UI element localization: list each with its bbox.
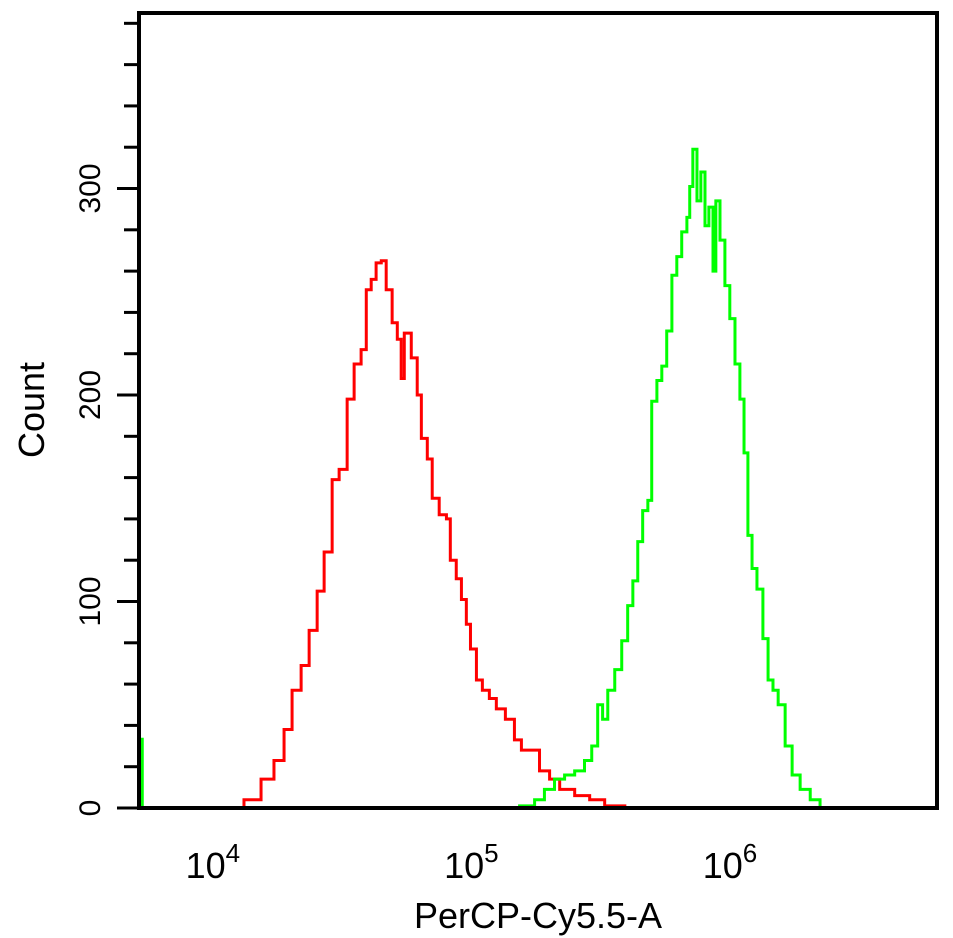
- series-layer: [140, 147, 822, 810]
- histogram-green: [507, 147, 822, 810]
- plot-frame: [137, 11, 939, 810]
- histogram-red: [230, 259, 627, 810]
- x-tick-label: 106: [703, 838, 758, 886]
- y-tick-label: 200: [74, 370, 107, 420]
- y-tick-label: 100: [74, 576, 107, 626]
- y-tick-label: 300: [74, 163, 107, 213]
- x-axis-ticks: 104 105 106: [186, 838, 758, 886]
- x-tick-label: 105: [444, 838, 499, 886]
- y-axis-ticks: 0 100 200 300: [74, 21, 139, 817]
- x-tick-label: 104: [186, 838, 241, 886]
- x-axis-label: PerCP-Cy5.5-A: [414, 895, 662, 936]
- y-axis-label: Count: [11, 362, 52, 458]
- y-tick-label: 0: [74, 800, 107, 817]
